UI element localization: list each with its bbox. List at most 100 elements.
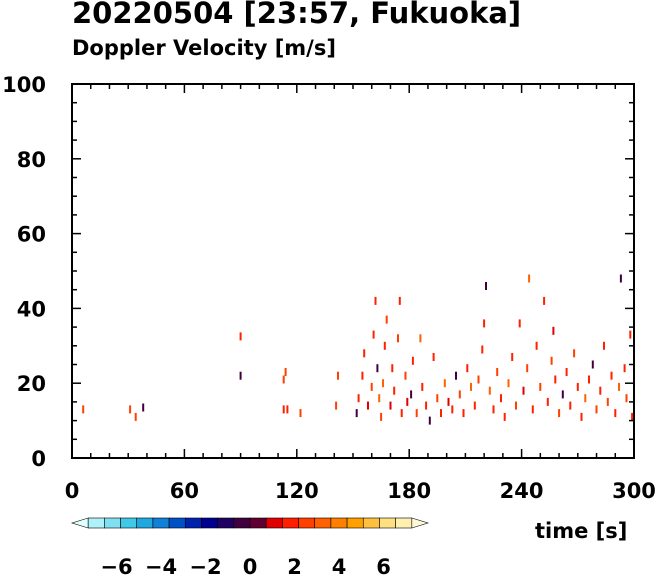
x-tick-label: 240: [500, 479, 544, 503]
data-point: [400, 409, 403, 418]
colorbar-swatch: [362, 517, 380, 529]
data-point: [528, 274, 531, 283]
data-point: [625, 394, 628, 403]
colorbar-tick-label: 6: [376, 555, 391, 577]
data-point: [473, 401, 476, 410]
data-point: [539, 382, 542, 391]
colorbar-tick-label: −4: [145, 555, 177, 577]
data-point: [282, 405, 285, 414]
y-tick-label: 0: [31, 447, 46, 471]
data-point: [580, 412, 583, 421]
colorbar-swatch: [136, 517, 154, 529]
x-axis-label: time [s]: [535, 519, 628, 543]
data-point: [483, 319, 486, 328]
data-point: [421, 382, 424, 391]
data-point: [372, 330, 375, 339]
data-point: [382, 379, 384, 388]
data-point: [393, 386, 396, 395]
data-point: [335, 401, 338, 410]
data-point: [554, 375, 557, 384]
data-point: [588, 375, 590, 384]
data-point: [558, 409, 561, 418]
data-point: [526, 364, 529, 373]
data-point: [357, 394, 360, 403]
colorbar-swatch: [330, 517, 348, 529]
data-point: [355, 409, 358, 418]
data-point: [436, 394, 439, 403]
data-point: [389, 401, 392, 410]
colorbar-swatch: [120, 517, 138, 529]
data-point: [299, 409, 302, 418]
data-point: [458, 390, 461, 399]
data-point: [411, 356, 414, 365]
data-point: [595, 405, 598, 414]
data-point: [515, 401, 517, 410]
colorbar-swatch: [201, 517, 218, 529]
data-point: [500, 394, 502, 403]
x-tick-label: 120: [275, 479, 319, 503]
colorbar-tick-label: 2: [287, 555, 302, 577]
data-point: [599, 386, 602, 395]
data-point: [440, 409, 442, 418]
data-point: [485, 282, 487, 290]
colorbar-swatch: [411, 517, 430, 529]
data-point: [603, 341, 605, 350]
colorbar-swatch: [346, 517, 364, 529]
colorbar-tick-label: 4: [332, 555, 347, 577]
data-point: [455, 371, 457, 380]
data-point: [404, 371, 407, 380]
data-points: [82, 274, 635, 425]
plot-frame: [71, 83, 635, 459]
data-point: [370, 382, 373, 391]
colorbar-swatch: [70, 517, 89, 529]
data-point: [573, 349, 576, 358]
data-point: [286, 405, 289, 414]
data-point: [428, 416, 431, 425]
colorbar-swatch: [282, 517, 299, 529]
colorbar-swatch: [249, 517, 267, 529]
data-point: [466, 364, 469, 373]
data-point: [565, 368, 568, 376]
data-point: [398, 296, 401, 305]
data-point: [623, 364, 626, 373]
data-point: [629, 330, 632, 339]
data-point: [518, 319, 521, 328]
data-point: [282, 375, 285, 384]
data-point: [376, 364, 379, 373]
data-point: [552, 326, 555, 335]
data-point: [239, 332, 242, 341]
data-point: [134, 412, 137, 421]
data-point: [618, 382, 620, 391]
data-point: [569, 401, 572, 410]
data-point: [397, 334, 399, 343]
colorbar-swatch: [314, 517, 332, 529]
data-point: [447, 397, 450, 406]
data-point: [410, 390, 413, 399]
data-point: [385, 315, 388, 324]
data-point: [419, 334, 422, 343]
data-point: [496, 368, 499, 376]
data-point: [481, 345, 484, 354]
data-point: [432, 353, 435, 361]
data-point: [576, 382, 579, 391]
data-point: [383, 341, 386, 350]
colorbar: −6 −4 −2 0 2 4 6: [70, 517, 430, 577]
x-tick-label: 180: [387, 479, 431, 503]
x-tick-label: 0: [65, 479, 80, 503]
chart-subtitle: Doppler Velocity [m/s]: [72, 36, 336, 60]
data-point: [337, 371, 339, 380]
data-point: [443, 379, 446, 388]
y-tick-label: 40: [17, 297, 46, 321]
data-point: [610, 371, 613, 380]
data-point: [507, 379, 510, 388]
data-point: [531, 405, 534, 414]
data-point: [619, 274, 622, 283]
colorbar-swatch: [87, 517, 105, 529]
data-point: [522, 386, 525, 395]
colorbar-tick-label: −2: [189, 555, 221, 577]
data-point: [462, 409, 465, 418]
data-point: [543, 296, 546, 305]
data-point: [284, 368, 287, 376]
data-point: [82, 405, 85, 414]
data-point: [561, 390, 564, 399]
